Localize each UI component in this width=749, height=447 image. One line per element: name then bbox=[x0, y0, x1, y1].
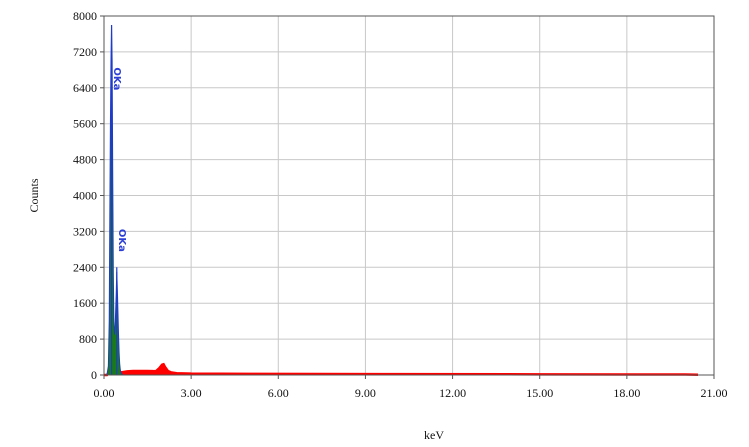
y-tick-label: 2400 bbox=[73, 260, 97, 274]
peak-label: OKa bbox=[116, 229, 127, 252]
y-tick-label: 6400 bbox=[73, 81, 97, 95]
x-axis-ticks: 0.00 3.00 6.00 9.00 12.00 15.00 18.00 21.00 bbox=[94, 375, 728, 400]
y-axis-ticks: 0 800 1600 2400 3200 4000 4800 5600 6400 7200 8000 bbox=[73, 9, 104, 382]
background-spectrum-layer bbox=[104, 362, 699, 377]
x-tick-label: 0.00 bbox=[94, 386, 115, 400]
y-tick-label: 4800 bbox=[73, 153, 97, 167]
background-spectrum-line bbox=[104, 362, 699, 377]
x-tick-label: 6.00 bbox=[268, 386, 289, 400]
peak-label: OKa bbox=[111, 67, 122, 90]
peak-labels: OKa OKa bbox=[111, 67, 127, 252]
y-tick-label: 800 bbox=[79, 332, 97, 346]
peak-outline bbox=[106, 24, 124, 376]
x-tick-label: 18.00 bbox=[613, 386, 640, 400]
x-axis-title: keV bbox=[424, 428, 444, 442]
x-tick-label: 3.00 bbox=[181, 386, 202, 400]
y-axis-title: Counts bbox=[27, 178, 41, 212]
y-tick-label: 1600 bbox=[73, 296, 97, 310]
y-tick-label: 8000 bbox=[73, 9, 97, 23]
x-tick-label: 12.00 bbox=[439, 386, 466, 400]
y-tick-label: 4000 bbox=[73, 189, 97, 203]
y-tick-label: 7200 bbox=[73, 45, 97, 59]
x-tick-label: 9.00 bbox=[355, 386, 376, 400]
peak-layer bbox=[106, 24, 124, 376]
y-tick-label: 0 bbox=[91, 368, 97, 382]
y-tick-label: 5600 bbox=[73, 117, 97, 131]
y-tick-label: 3200 bbox=[73, 224, 97, 238]
x-tick-label: 15.00 bbox=[526, 386, 553, 400]
grid-lines bbox=[104, 16, 714, 375]
x-tick-label: 21.00 bbox=[701, 386, 728, 400]
